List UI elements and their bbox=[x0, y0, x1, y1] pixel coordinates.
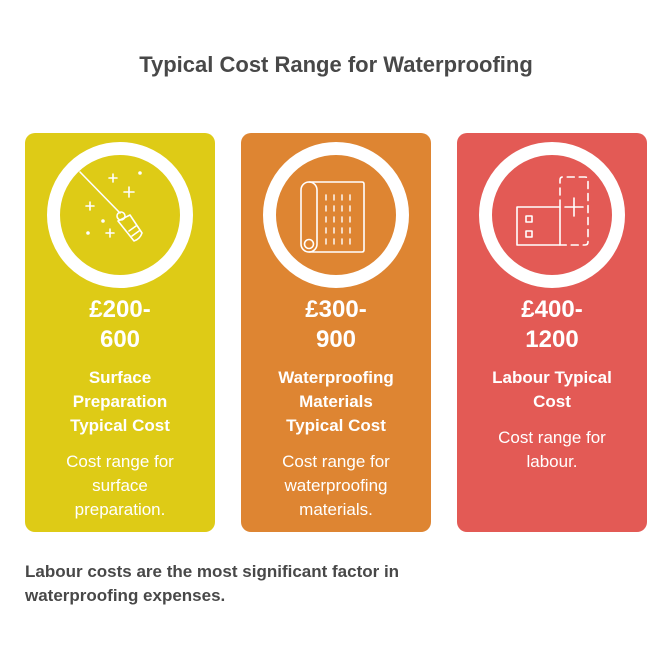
card-heading: Labour Typical Cost bbox=[457, 366, 647, 414]
card-heading: Waterproofing Materials Typical Cost bbox=[241, 366, 431, 438]
desc-line: preparation. bbox=[74, 500, 166, 519]
summary-line: Labour costs are the most significant fa… bbox=[25, 562, 400, 581]
heading-line: Labour Typical bbox=[492, 368, 612, 387]
heading-line: Typical Cost bbox=[286, 416, 386, 435]
desc-line: labour. bbox=[526, 452, 578, 471]
broom-icon bbox=[79, 171, 143, 242]
material-roll-icon bbox=[300, 181, 365, 253]
price-range: £300- 900 bbox=[241, 295, 431, 355]
heading-line: Preparation bbox=[72, 392, 168, 411]
desc-line: Cost range for bbox=[498, 428, 606, 447]
card-heading: Surface Preparation Typical Cost bbox=[25, 366, 215, 438]
card-description: Cost range for labour. bbox=[467, 426, 637, 474]
page-title: Typical Cost Range for Waterproofing bbox=[139, 52, 533, 77]
price-line: £300- bbox=[305, 296, 367, 323]
building-extension-icon bbox=[516, 176, 589, 246]
heading-line: Typical Cost bbox=[70, 416, 170, 435]
summary-line: waterproofing expenses. bbox=[25, 586, 226, 605]
price-line: 1200 bbox=[525, 326, 579, 353]
icon-circle bbox=[479, 142, 625, 288]
desc-line: waterproofing bbox=[284, 476, 388, 495]
desc-line: materials. bbox=[299, 500, 373, 519]
desc-line: surface bbox=[92, 476, 148, 495]
heading-line: Waterproofing bbox=[278, 368, 394, 387]
price-line: 900 bbox=[315, 326, 357, 353]
summary-note: Labour costs are the most significant fa… bbox=[25, 560, 485, 608]
heading-line: Materials bbox=[299, 392, 373, 411]
desc-line: Cost range for bbox=[282, 452, 390, 471]
heading-line: Surface bbox=[88, 368, 152, 387]
card-description: Cost range for surface preparation. bbox=[35, 450, 205, 522]
card-waterproofing-materials: £300- 900 Waterproofing Materials Typica… bbox=[241, 133, 431, 532]
price-range: £400- 1200 bbox=[457, 295, 647, 355]
card-surface-preparation: £200- 600 Surface Preparation Typical Co… bbox=[25, 133, 215, 532]
price-line: 600 bbox=[99, 326, 141, 353]
heading-line: Cost bbox=[533, 392, 571, 411]
icon-circle bbox=[263, 142, 409, 288]
card-description: Cost range for waterproofing materials. bbox=[251, 450, 421, 522]
price-line: £200- bbox=[89, 296, 151, 323]
card-labour: £400- 1200 Labour Typical Cost Cost rang… bbox=[457, 133, 647, 532]
price-line: £400- bbox=[521, 296, 583, 323]
price-range: £200- 600 bbox=[25, 295, 215, 355]
desc-line: Cost range for bbox=[66, 452, 174, 471]
icon-circle bbox=[47, 142, 193, 288]
